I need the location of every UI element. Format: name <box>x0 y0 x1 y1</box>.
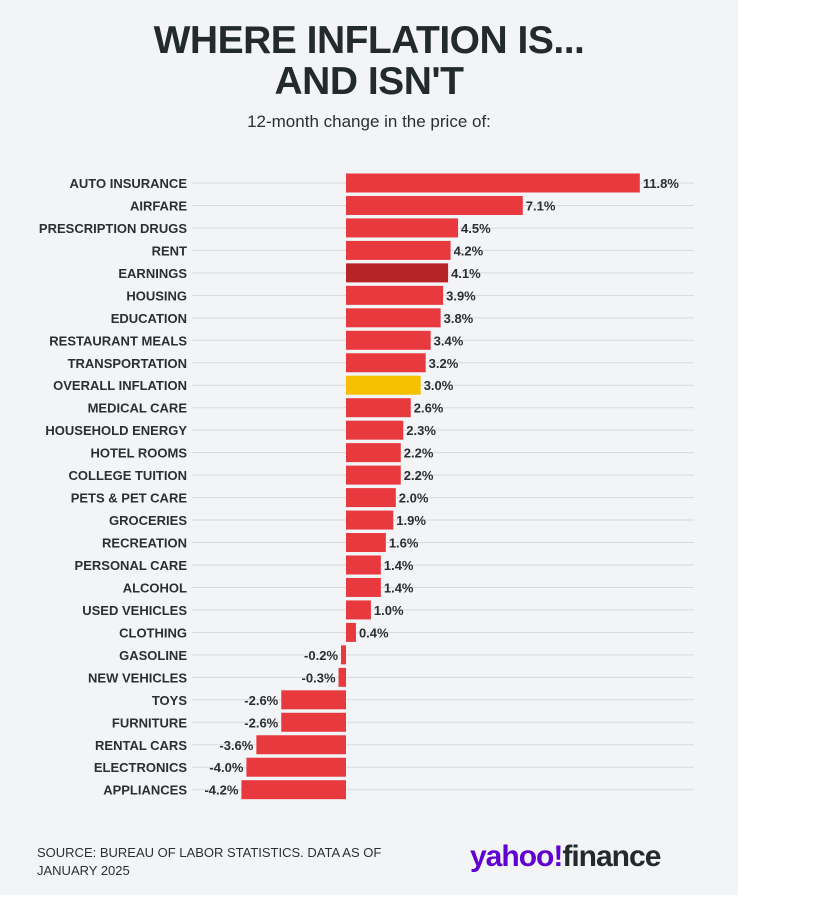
category-label: RENT <box>152 243 187 258</box>
data-label: -0.2% <box>304 648 338 663</box>
category-label: HOUSEHOLD ENERGY <box>45 423 187 438</box>
bar <box>338 667 346 687</box>
category-label: AIRFARE <box>130 198 187 213</box>
category-label: EDUCATION <box>111 311 187 326</box>
data-label: 3.8% <box>444 311 474 326</box>
bar <box>346 195 523 215</box>
data-label: -2.6% <box>244 693 278 708</box>
category-label: RENTAL CARS <box>95 738 187 753</box>
category-label: PERSONAL CARE <box>75 558 188 573</box>
category-label: PRESCRIPTION DRUGS <box>39 221 187 236</box>
category-label: HOTEL ROOMS <box>90 446 187 461</box>
chart-title: WHERE INFLATION IS... AND ISN'T <box>0 20 738 102</box>
bar <box>346 488 396 508</box>
category-label: TRANSPORTATION <box>68 356 187 371</box>
data-label: 11.8% <box>643 176 680 191</box>
bar <box>346 622 356 642</box>
data-label: 2.0% <box>399 491 429 506</box>
category-label: APPLIANCES <box>103 783 187 798</box>
bar <box>346 285 444 305</box>
category-label: PETS & PET CARE <box>71 491 188 506</box>
data-label: 7.1% <box>526 198 556 213</box>
data-label: -0.3% <box>302 670 336 685</box>
data-label: -4.0% <box>209 760 243 775</box>
bar <box>346 420 404 440</box>
bar <box>346 577 381 597</box>
data-label: 1.0% <box>374 603 404 618</box>
yahoo-finance-logo: yahoo!finance <box>470 840 661 874</box>
data-label: -4.2% <box>204 783 238 798</box>
data-label: 3.0% <box>424 378 454 393</box>
bar <box>256 735 346 755</box>
category-label: OVERALL INFLATION <box>53 378 187 393</box>
category-label: COLLEGE TUITION <box>69 468 187 483</box>
data-label: 3.2% <box>429 356 459 371</box>
category-label: GROCERIES <box>109 513 187 528</box>
category-label: RESTAURANT MEALS <box>49 333 187 348</box>
data-label: 3.4% <box>434 333 464 348</box>
bar <box>346 375 421 395</box>
data-label: 2.3% <box>406 423 436 438</box>
data-label: 4.1% <box>451 266 481 281</box>
category-label: FURNITURE <box>112 715 187 730</box>
bar-chart: AUTO INSURANCE AIRFARE PRESCRIPTION DRUGS R… <box>39 173 694 800</box>
category-label: ALCOHOL <box>123 580 187 595</box>
bar <box>246 757 346 777</box>
category-label: NEW VEHICLES <box>88 670 187 685</box>
logo-yahoo: yahoo! <box>470 840 563 873</box>
bar <box>346 308 441 328</box>
data-label: 1.4% <box>384 558 414 573</box>
bar <box>341 645 346 665</box>
category-label: HOUSING <box>126 288 187 303</box>
category-label: GASOLINE <box>119 648 187 663</box>
category-label: CLOTHING <box>119 625 187 640</box>
data-label: 1.9% <box>396 513 426 528</box>
data-label: -3.6% <box>219 738 253 753</box>
logo-finance: finance <box>562 840 661 873</box>
data-label: 1.4% <box>384 580 414 595</box>
data-label: 3.9% <box>446 288 476 303</box>
category-label: TOYS <box>152 693 187 708</box>
category-label: USED VEHICLES <box>82 603 187 618</box>
bar <box>346 353 426 373</box>
bar <box>281 690 346 710</box>
category-label: AUTO INSURANCE <box>70 176 188 191</box>
title-line-2: AND ISN'T <box>274 60 464 103</box>
bar <box>346 173 640 193</box>
bar <box>346 330 431 350</box>
bar <box>346 533 386 553</box>
bar <box>346 465 401 485</box>
bar <box>346 443 401 463</box>
data-label: 2.2% <box>404 468 434 483</box>
category-label: EARNINGS <box>118 266 187 281</box>
bar <box>346 218 459 238</box>
data-label: 4.5% <box>461 221 491 236</box>
bar <box>346 510 394 530</box>
data-label: 2.6% <box>414 401 444 416</box>
data-label: 1.6% <box>389 536 419 551</box>
bar <box>346 240 451 260</box>
category-label: MEDICAL CARE <box>88 401 188 416</box>
data-label: 4.2% <box>454 243 484 258</box>
category-label: ELECTRONICS <box>94 760 188 775</box>
bar <box>346 398 411 418</box>
bar <box>281 712 346 732</box>
data-label: -2.6% <box>244 715 278 730</box>
bar <box>346 263 449 283</box>
bar <box>346 600 371 620</box>
source-note: SOURCE: BUREAU OF LABOR STATISTICS. DATA… <box>37 845 382 878</box>
bar <box>241 780 346 800</box>
data-label: 0.4% <box>359 625 389 640</box>
title-line-1: WHERE INFLATION IS... <box>153 19 585 62</box>
chart-subtitle: 12-month change in the price of: <box>247 112 491 131</box>
bar <box>346 555 381 575</box>
data-label: 2.2% <box>404 446 434 461</box>
category-label: RECREATION <box>102 536 187 551</box>
